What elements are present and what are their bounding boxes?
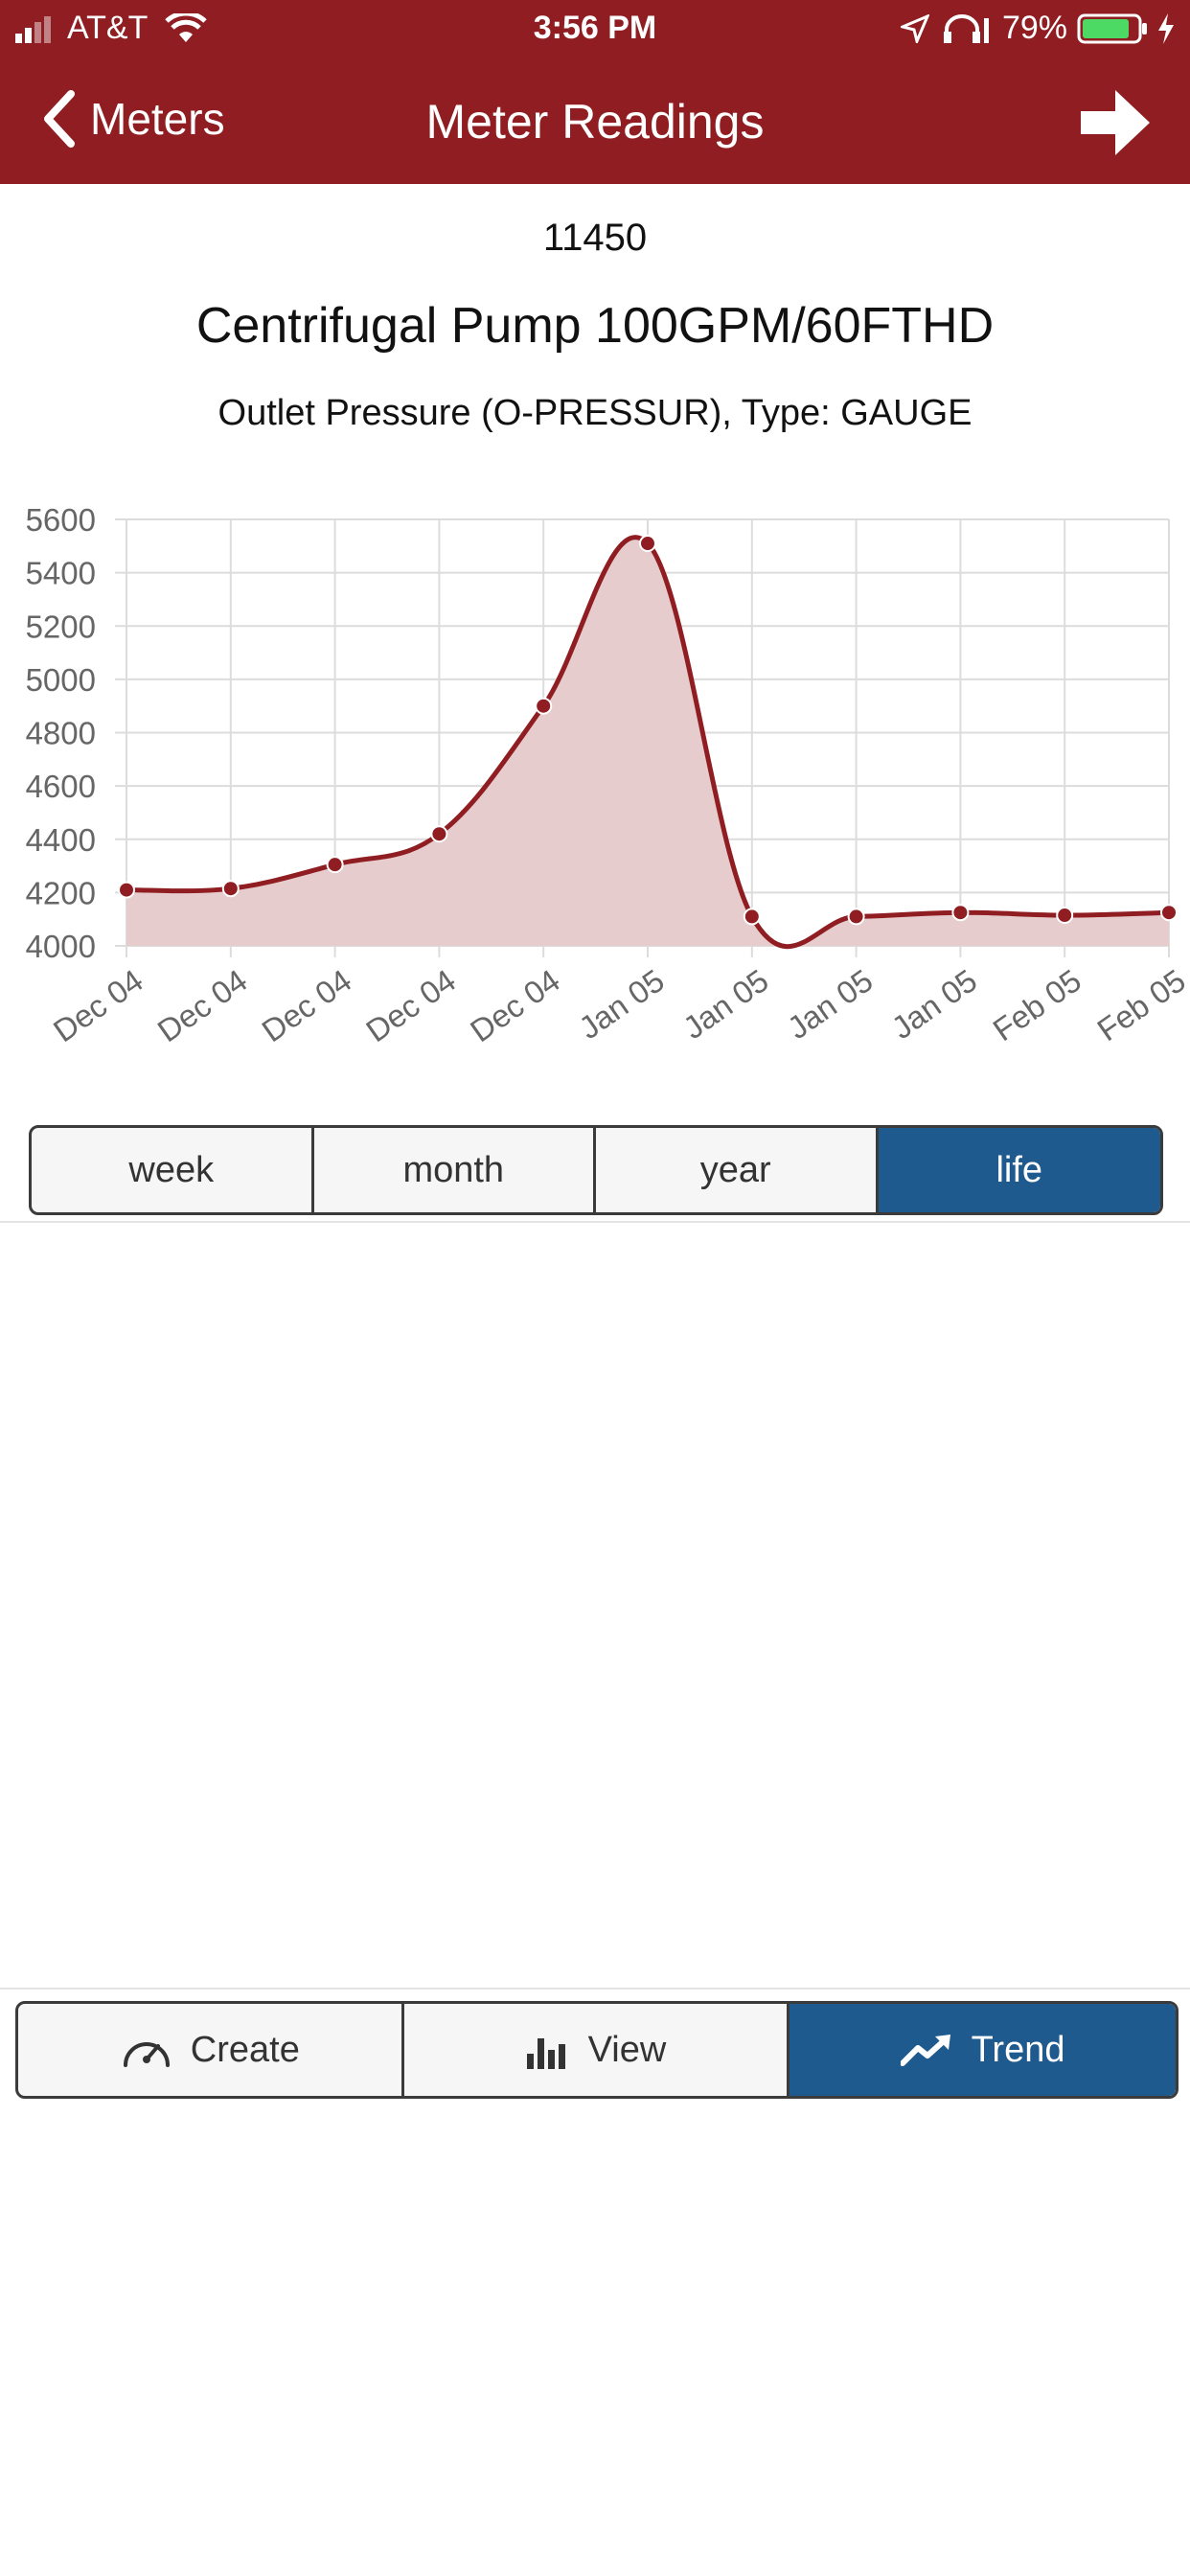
data-point — [847, 908, 865, 926]
data-point — [326, 856, 344, 874]
period-tab-month[interactable]: month — [314, 1128, 596, 1212]
trend-up-icon — [900, 2035, 950, 2066]
x-tick-label: Dec 04 — [359, 962, 462, 1048]
x-tick-label: Jan 05 — [572, 962, 670, 1046]
y-tick-label: 4000 — [26, 929, 96, 964]
data-point — [639, 535, 656, 553]
x-tick-label: Feb 05 — [987, 962, 1087, 1047]
location-icon — [900, 13, 929, 43]
carrier-label: AT&T — [67, 10, 149, 46]
x-tick-label: Dec 04 — [151, 962, 254, 1048]
arrow-right-icon — [1081, 90, 1150, 155]
tab-view-label: View — [587, 2029, 667, 2070]
clock: 3:56 PM — [533, 10, 657, 46]
tab-create[interactable]: Create — [18, 2004, 404, 2096]
meter-id: 11450 — [542, 217, 648, 259]
gauge-icon — [123, 2042, 170, 2067]
data-point — [118, 881, 135, 899]
tab-trend[interactable]: Trend — [790, 2004, 1176, 2096]
data-point — [535, 697, 553, 715]
status-left: AT&T — [15, 10, 208, 47]
period-selector: week month year life — [29, 1125, 1163, 1215]
charging-bolt-icon — [1158, 12, 1174, 44]
next-button[interactable] — [1081, 88, 1152, 162]
x-tick-label: Jan 05 — [885, 962, 983, 1046]
status-bar: AT&T 3:56 PM 79% — [0, 0, 1190, 59]
nav-bar: Meters Meter Readings — [0, 59, 1190, 184]
status-right: 79% — [900, 10, 1177, 47]
y-tick-label: 5600 — [26, 502, 96, 538]
headphones-icon — [943, 13, 989, 43]
period-tab-year[interactable]: year — [596, 1128, 879, 1212]
data-point — [221, 880, 240, 898]
x-tick-label: Jan 05 — [676, 962, 774, 1046]
tab-create-label: Create — [190, 2029, 300, 2070]
trend-chart: 4000 4200 4400 4600 4800 5000 5200 5400 5600 Dec … — [26, 502, 1190, 1048]
data-point — [1160, 904, 1178, 922]
signal-icon — [15, 15, 51, 43]
x-tick-label: Dec 04 — [47, 962, 149, 1048]
period-tab-life[interactable]: life — [878, 1128, 1160, 1212]
y-tick-label: 4800 — [26, 716, 96, 751]
period-tab-week[interactable]: week — [32, 1128, 314, 1212]
wifi-icon — [165, 12, 208, 42]
y-tick-label: 5200 — [26, 609, 96, 644]
y-tick-label: 5400 — [26, 556, 96, 591]
tab-view[interactable]: View — [404, 2004, 790, 2096]
x-tick-label: Dec 04 — [256, 962, 358, 1048]
divider — [0, 1988, 1190, 1990]
x-tick-label: Jan 05 — [781, 962, 879, 1046]
bar-chart-icon — [526, 2038, 565, 2069]
back-button[interactable]: Meters — [42, 90, 225, 148]
asset-title: Centrifugal Pump 100GPM/60FTHD — [195, 298, 995, 354]
data-point — [951, 904, 970, 922]
back-label: Meters — [90, 94, 225, 144]
page-title: Meter Readings — [425, 95, 765, 149]
x-tick-label: Dec 04 — [464, 962, 566, 1048]
divider — [0, 1221, 1190, 1223]
x-tick-label: Feb 05 — [1090, 962, 1190, 1047]
tab-trend-label: Trend — [971, 2029, 1065, 2070]
battery-icon — [1077, 13, 1147, 43]
series-area — [126, 537, 1169, 947]
data-point — [430, 825, 448, 843]
y-tick-label: 4600 — [26, 769, 96, 804]
chevron-left-icon — [44, 90, 75, 148]
y-tick-label: 5000 — [26, 662, 96, 698]
meter-description: Outlet Pressure (O-PRESSUR), Type: GAUGE — [217, 393, 973, 433]
battery-percent: 79% — [1001, 10, 1067, 46]
y-tick-label: 4400 — [26, 822, 96, 858]
y-tick-label: 4200 — [26, 875, 96, 910]
data-point — [1056, 907, 1074, 925]
bottom-tab-bar: Create View Trend — [15, 2001, 1179, 2099]
data-point — [743, 908, 761, 926]
